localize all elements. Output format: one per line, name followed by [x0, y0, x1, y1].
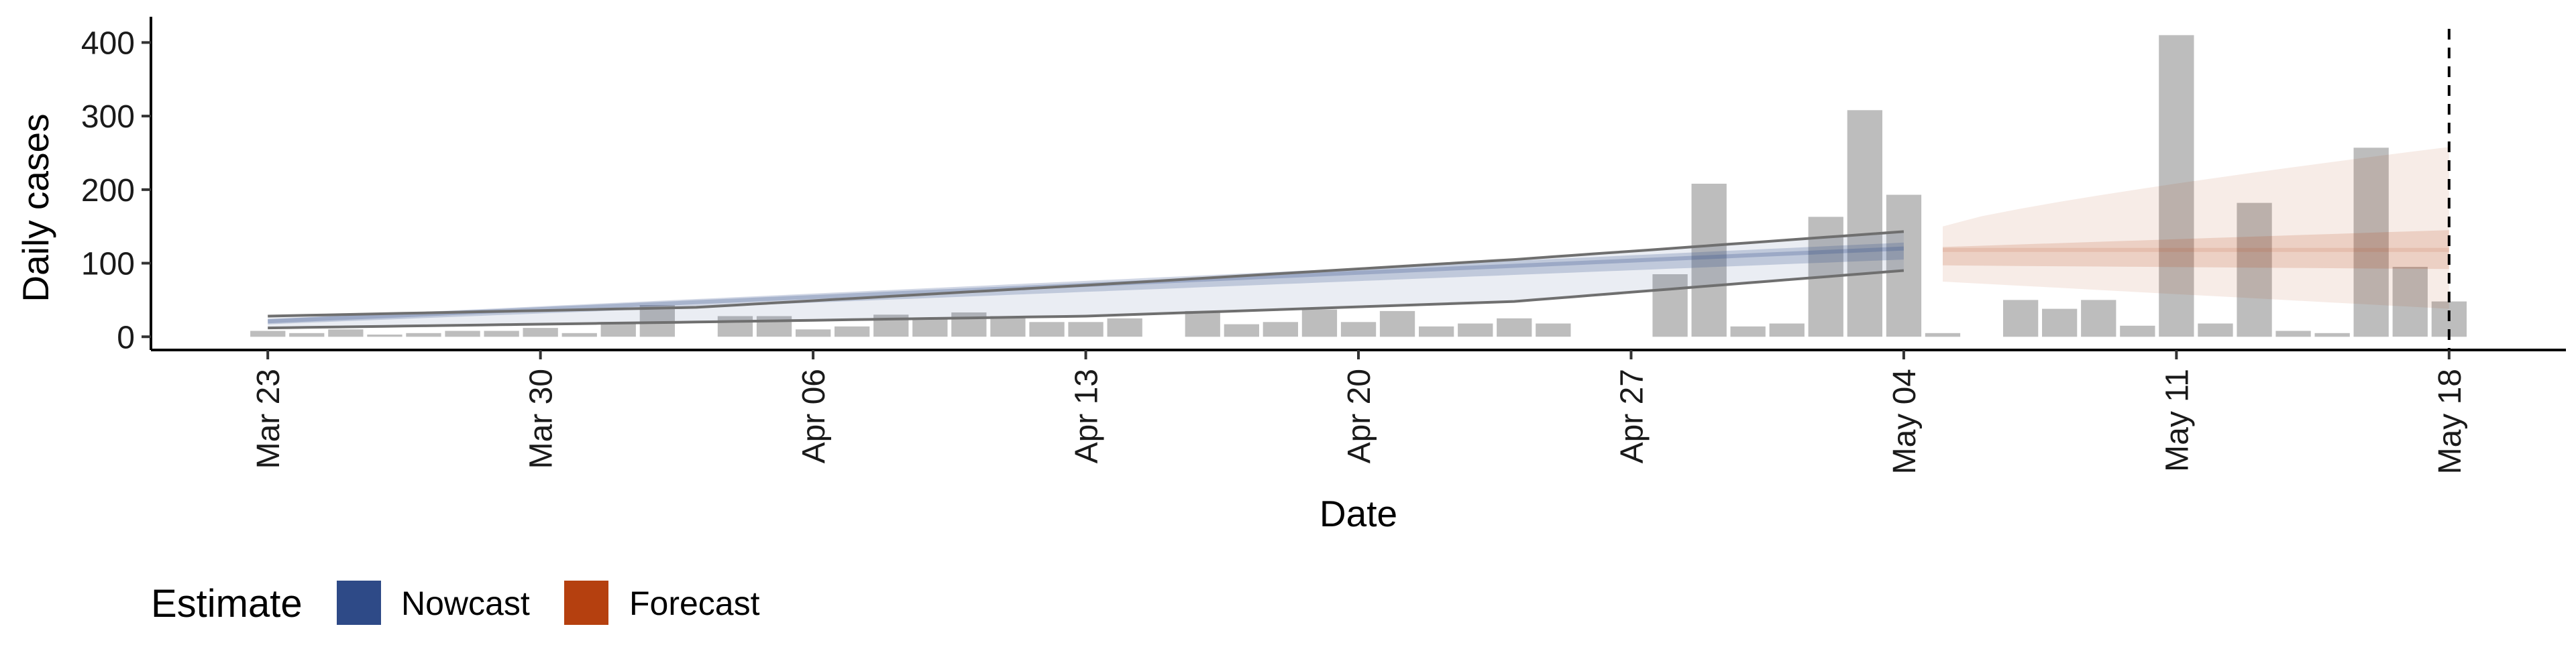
bars-layer [250, 35, 2467, 337]
forecast-outer-band [1943, 147, 2449, 309]
bar [1925, 333, 1961, 337]
bar [250, 331, 286, 337]
bar [2392, 267, 2428, 337]
x-tick-label: Mar 30 [524, 369, 559, 469]
bar [2237, 202, 2272, 337]
x-tick-label: Apr 27 [1615, 369, 1650, 463]
bar [990, 316, 1026, 337]
bar [561, 333, 597, 337]
bar [523, 328, 558, 337]
nowcast-outer-band [268, 231, 1904, 329]
bar [2275, 331, 2311, 337]
y-tick-label: 200 [81, 173, 135, 209]
x-tick-label: Apr 06 [796, 369, 832, 463]
bar [1769, 323, 1805, 337]
bar [1419, 326, 1454, 337]
y-tick-label: 300 [81, 99, 135, 135]
legend-label-forecast: Forecast [629, 585, 760, 622]
bar [1730, 326, 1766, 337]
bar [1691, 184, 1727, 337]
legend-swatch-nowcast [337, 581, 381, 625]
bar [2159, 35, 2194, 337]
bar [1301, 309, 1338, 337]
bar [1029, 322, 1065, 337]
bands-layer [268, 147, 2449, 330]
bar [367, 335, 402, 337]
y-tick-label: 0 [117, 320, 135, 355]
x-tick-label: Mar 23 [251, 369, 286, 469]
bar [2314, 333, 2350, 337]
bar [1536, 323, 1571, 337]
bar [1497, 318, 1532, 337]
nowcast-upper-bound-line [268, 230, 1904, 318]
bar [406, 333, 441, 337]
bar [639, 305, 675, 337]
bar [2120, 325, 2155, 337]
bar [1458, 323, 1493, 337]
bar [1340, 322, 1377, 337]
legend-title: Estimate [151, 582, 303, 626]
bar [2003, 300, 2039, 337]
x-tick-label: Apr 13 [1069, 369, 1105, 463]
bar [1652, 274, 1688, 337]
bar [717, 316, 753, 337]
bar [2353, 148, 2389, 337]
y-tick-label: 100 [81, 247, 135, 282]
axes-layer: 0 100 200 300 400 Mar 23 Mar 30 Apr 06 Apr 13 Apr… [81, 17, 2566, 474]
x-tick-label: May 11 [2159, 369, 2195, 472]
legend: Estimate Nowcast Forecast [151, 581, 760, 626]
x-tick-label: May 04 [1887, 369, 1923, 474]
bar [1886, 194, 1922, 337]
bar [912, 318, 948, 337]
nowcast-inner-band [268, 242, 1904, 325]
y-tick-label: 400 [81, 25, 135, 61]
bar [484, 331, 519, 337]
nowcast-lower-bound-line [268, 269, 1904, 330]
legend-swatch-forecast [564, 581, 608, 625]
bar [445, 331, 480, 337]
bar [1847, 110, 1882, 337]
x-axis-title: Date [1320, 493, 1397, 534]
y-axis-title: Daily cases [15, 113, 56, 302]
x-tick-label: May 18 [2432, 369, 2468, 474]
x-tick-label: Apr 20 [1342, 369, 1377, 463]
bar [1185, 310, 1220, 337]
bar [1379, 310, 1415, 337]
bar [1263, 322, 1298, 337]
forecast-inner-band [1943, 230, 2449, 270]
bar [1224, 324, 1259, 337]
bar [2042, 308, 2078, 337]
bar [1068, 322, 1104, 337]
bar [2198, 323, 2233, 337]
bar [328, 329, 364, 337]
bar [835, 326, 870, 337]
bar [796, 329, 831, 337]
bar [600, 322, 636, 337]
bar [2081, 300, 2116, 337]
bar [1107, 318, 1142, 337]
legend-label-nowcast: Nowcast [401, 585, 530, 622]
bar [289, 333, 325, 337]
